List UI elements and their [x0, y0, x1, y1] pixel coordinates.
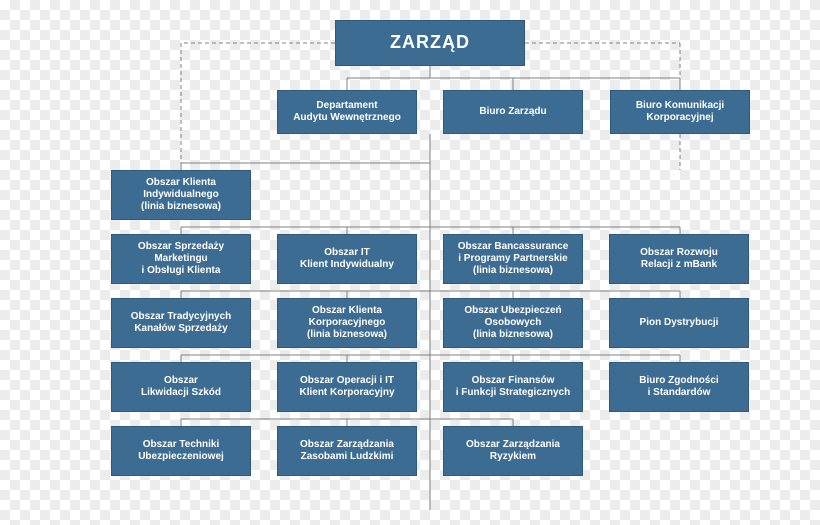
org-cell-r2-c0: Obszar TradycyjnychKanałów Sprzedaży	[111, 298, 251, 348]
org-cell-r2-c3: Pion Dystrybucji	[609, 298, 749, 348]
org-cell-r3-c1: Obszar Operacji i ITKlient Korporacyjny	[277, 362, 417, 412]
org-cell-r4-c1: Obszar ZarządzaniaZasobami Ludzkimi	[277, 426, 417, 476]
org-cell-r1-c1: Obszar ITKlient Indywidualny	[277, 234, 417, 284]
org-sub-biuro-zarzadu: Biuro Zarządu	[443, 90, 583, 134]
org-cell-r1-c2: Obszar Bancassurancei Programy Partnersk…	[443, 234, 583, 284]
org-cell-r0-c0: Obszar KlientaIndywidualnego(linia bizne…	[111, 170, 251, 220]
org-cell-r4-c2: Obszar ZarządzaniaRyzykiem	[443, 426, 583, 476]
org-sub-dept: DepartamentAudytu Wewnętrznego	[277, 90, 417, 134]
org-cell-r4-c0: Obszar TechnikiUbezpieczeniowej	[111, 426, 251, 476]
org-cell-r3-c3: Biuro Zgodnościi Standardów	[609, 362, 749, 412]
org-cell-r3-c2: Obszar Finansówi Funkcji Strategicznych	[443, 362, 583, 412]
org-cell-r2-c2: Obszar UbezpieczeńOsobowych(linia biznes…	[443, 298, 583, 348]
org-cell-r1-c0: Obszar SprzedażyMarketingui Obsługi Klie…	[111, 234, 251, 284]
org-cell-r1-c3: Obszar RozwojuRelacji z mBank	[609, 234, 749, 284]
org-sub-biuro-kom: Biuro KomunikacjiKorporacyjnej	[610, 90, 750, 134]
org-cell-r2-c1: Obszar KlientaKorporacyjnego(linia bizne…	[277, 298, 417, 348]
org-root: ZARZĄD	[335, 20, 525, 66]
org-cell-r3-c0: ObszarLikwidacji Szkód	[111, 362, 251, 412]
